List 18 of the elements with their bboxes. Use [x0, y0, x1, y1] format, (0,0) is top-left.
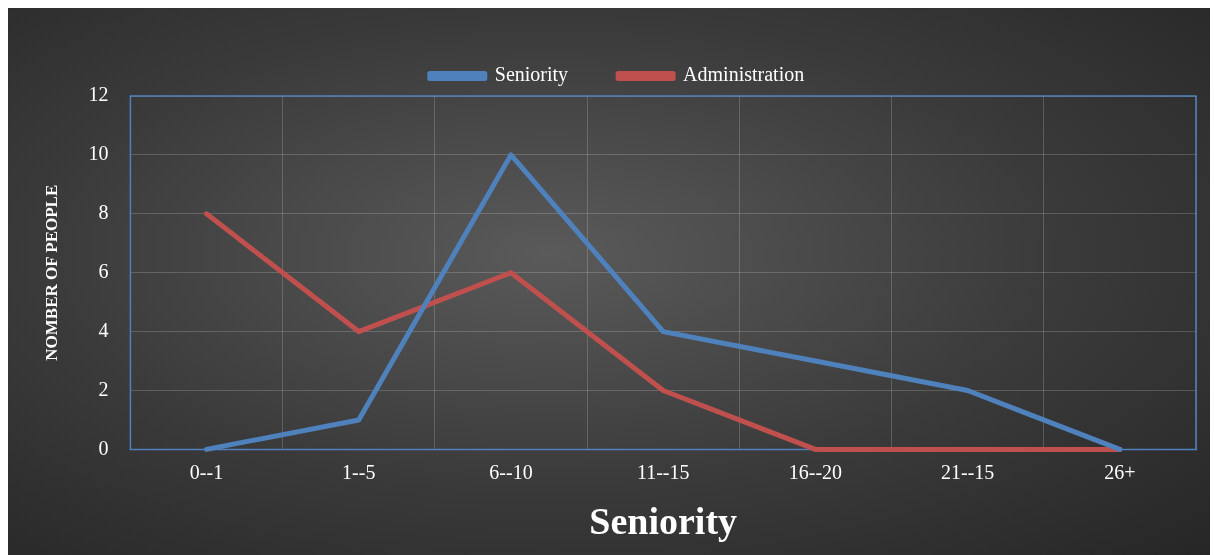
x-tick-label: 26+: [1104, 460, 1136, 483]
y-axis-title: NOMBER OF PEOPLE: [41, 184, 61, 361]
x-tick-label: 1--5: [342, 460, 376, 483]
x-axis-title: Seniority: [589, 500, 738, 543]
y-tick-label: 6: [98, 259, 109, 282]
x-tick-label: 0--1: [189, 460, 224, 483]
legend-label: Seniority: [494, 63, 569, 87]
y-tick-label: 2: [98, 377, 109, 400]
y-tick-label: 10: [88, 142, 109, 165]
x-tick-label: 21--15: [940, 460, 995, 483]
y-tick-label: 12: [88, 83, 109, 106]
x-tick-label: 6--10: [489, 460, 533, 483]
y-tick-label: 4: [98, 318, 109, 341]
y-tick-label: 8: [98, 201, 109, 224]
x-tick-label: 11--15: [636, 460, 690, 483]
x-tick-label: 16--20: [788, 460, 843, 483]
legend-label: Administration: [683, 63, 805, 86]
y-tick-label: 0: [98, 436, 109, 459]
